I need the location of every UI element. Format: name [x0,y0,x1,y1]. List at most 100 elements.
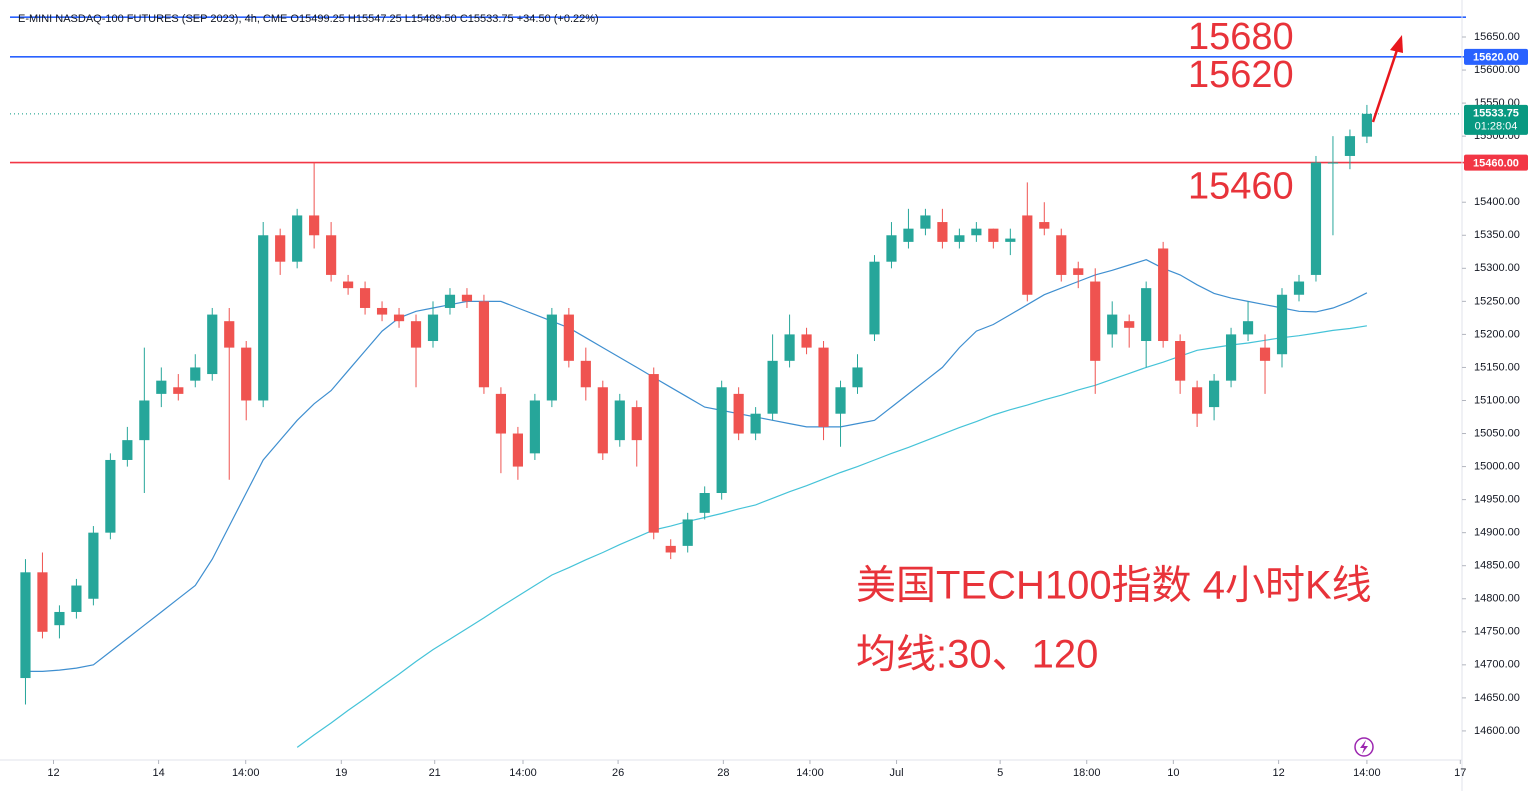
candle-body [716,387,727,494]
level-annotation: 15680 [1188,16,1294,58]
candle-body [343,281,354,289]
candle-body [648,374,659,533]
y-tick-label: 14850.00 [1474,560,1520,572]
candle-body [1293,281,1305,295]
candle-body [1039,222,1050,229]
candle-body [1073,268,1084,275]
candle-body [580,360,591,388]
level-annotation: 15460 [1188,166,1294,208]
y-tick-label: 15150.00 [1474,361,1520,373]
candle-body [1344,136,1356,156]
candle-body [1022,215,1033,295]
candle-body [1141,288,1152,342]
candle-body [869,261,880,335]
candle-body [1005,238,1016,242]
icon-bolt[interactable] [1360,740,1368,754]
y-tick-label: 15100.00 [1474,394,1520,406]
candle-body [326,235,337,275]
candle-body [292,215,303,262]
y-tick-label: 14900.00 [1474,527,1520,539]
y-tick-label: 15050.00 [1474,427,1520,439]
y-tick-label: 15200.00 [1474,328,1520,340]
candle-body [1242,321,1254,335]
candle-body [1276,294,1288,355]
candle-body [1192,387,1203,414]
candle-body [275,235,286,262]
last-price-box [1464,104,1528,135]
candle-body [512,433,523,467]
candle-body [393,314,405,322]
axes: 14600.00 14650.00 14700.00 14750.00 14800.00… [47,31,1520,779]
candle-body [207,314,218,375]
candle-body [750,413,761,434]
x-tick-label: 14:00 [232,767,260,779]
y-tick-label: 15600.00 [1474,64,1520,76]
last-price-label: 15533.75 [1473,108,1519,120]
arrow-shaft [1371,49,1399,123]
y-tick-label: 14650.00 [1474,692,1520,704]
candle-body [1361,113,1373,137]
price-label: 15620.00 [1473,52,1519,64]
candle-body [903,228,914,242]
x-tick-label: 18:00 [1073,767,1101,779]
y-tick-label: 14600.00 [1474,725,1520,737]
candle-body [309,215,320,236]
candle-body [529,400,540,454]
x-tick-label: 26 [612,767,624,779]
lightning-icon[interactable] [1354,737,1374,757]
candle-body [359,288,371,308]
candle-body [614,400,625,441]
countdown-label: 01:28:04 [1475,121,1518,133]
moving-average [25,259,1368,672]
candle-body [1225,334,1237,381]
candle-body [937,222,948,242]
y-tick-label: 15000.00 [1474,460,1520,472]
candle-body [1107,314,1118,335]
x-tick-label: 14:00 [509,767,537,779]
x-tick-label: 10 [1167,767,1179,779]
candle-body [767,360,778,414]
candle-body [563,314,574,361]
candle-body [461,294,473,302]
candle-body [156,380,167,394]
candle-body [801,334,812,348]
y-tick-label: 14800.00 [1474,593,1520,605]
x-tick-label: 12 [47,767,59,779]
candle-body [784,334,795,361]
candle-body [241,347,252,401]
candle-body [376,307,388,315]
candle-body [410,321,422,348]
arrow [1371,35,1403,123]
candle-body [631,407,642,441]
candle-body [920,215,931,229]
candle-body [699,493,710,513]
y-tick-label: 15350.00 [1474,229,1520,241]
y-tick-label: 15300.00 [1474,262,1520,274]
candle-body [71,585,82,612]
y-tick-label: 14950.00 [1474,494,1520,506]
y-tick-label: 15250.00 [1474,295,1520,307]
arrow-head [1390,35,1403,53]
x-tick-label: 14:00 [1353,767,1381,779]
y-tick-label: 14700.00 [1474,659,1520,671]
x-tick-label: 28 [717,767,729,779]
x-tick-label: 19 [335,767,347,779]
candle-body [852,367,863,388]
candle-body [1327,162,1339,164]
candle-body [1175,341,1186,381]
candle-body [1124,321,1135,328]
text-annotation: 美国TECH100指数 4小时K线 [856,564,1372,608]
candle-body [1259,347,1271,361]
overlay: 15620.0015460.0015533.7501:28:0415680156… [856,16,1528,677]
candle-body [988,228,999,242]
y-tick-label: 14750.00 [1474,626,1520,638]
candle-body [835,387,846,414]
candle-body [173,387,184,394]
x-tick-label: 17 [1454,767,1466,779]
text-annotation: 均线:30、120 [856,633,1098,677]
candle-body [122,440,133,460]
candle-body [88,532,99,599]
icon-circle[interactable] [1354,737,1374,757]
